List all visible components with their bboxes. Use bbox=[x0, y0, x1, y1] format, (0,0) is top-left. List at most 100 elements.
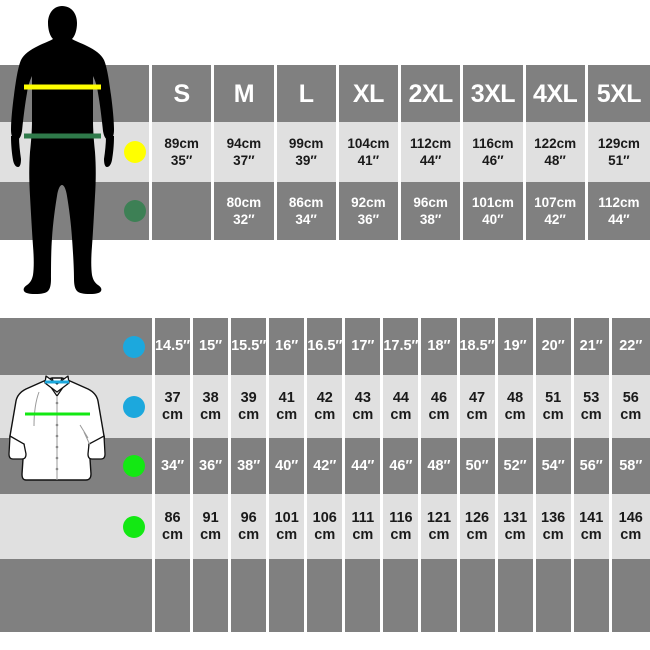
collar-cm-number: 43 bbox=[354, 390, 371, 407]
chest-cell-m: 94cm 37″ bbox=[214, 122, 277, 182]
collar-cm-unit: cm bbox=[200, 406, 222, 423]
chest-cm-cell-3: 101 cm bbox=[269, 494, 308, 559]
collar-inches-header-cell-11: 21″ bbox=[573, 318, 612, 375]
yellow-dot-icon bbox=[124, 141, 146, 163]
collar-inches-header-cell-5: 17″ bbox=[345, 318, 384, 375]
bottom-row-collar-inches: 14.5″ 15″ 15.5″ 16″ 16.5″ 17″ 17.5″ 18″ 18.5″ 19″… bbox=[115, 318, 650, 375]
collar-inches-header-cell-0: 14.5″ bbox=[155, 318, 194, 375]
chest-cm-number: 146 bbox=[618, 510, 643, 527]
footer-cell-7 bbox=[421, 559, 460, 632]
size-header-xl: XL bbox=[338, 65, 401, 122]
top-table-header-row: S M L XL 2XL 3XL 4XL 5XL bbox=[121, 65, 650, 122]
footer-cell-3 bbox=[269, 559, 308, 632]
collar-inches-header-cell-7: 18″ bbox=[421, 318, 460, 375]
chest-cell-2xl: 112cm 44″ bbox=[401, 122, 464, 182]
collar-cm-cell-8: 47 cm bbox=[459, 375, 498, 438]
size-header-5xl: 5XL bbox=[587, 65, 650, 122]
collar-inches-header-cell-6: 17.5″ bbox=[383, 318, 422, 375]
footer-cell-5 bbox=[345, 559, 384, 632]
chest-cell-xl: 104cm 41″ bbox=[338, 122, 401, 182]
waist-marker-cell bbox=[121, 182, 152, 240]
chest-cell-4xl: 122cm 48″ bbox=[525, 122, 588, 182]
chest-cm-unit: cm bbox=[466, 526, 488, 543]
waist-cell-5xl: 112cm 44″ bbox=[587, 182, 650, 240]
footer-cell-1 bbox=[193, 559, 232, 632]
size-header-s: S bbox=[152, 65, 215, 122]
collar-cm-unit: cm bbox=[352, 406, 374, 423]
chest-cm-cell-1: 91 cm bbox=[193, 494, 232, 559]
top-table-waist-row: 80cm 32″ 86cm 34″ 92cm 36″ 96cm 38″ 101cm 40″ 107c… bbox=[121, 182, 650, 240]
collar-cm-number: 37 bbox=[164, 390, 181, 407]
chest-inches-cell-12: 58″ bbox=[611, 438, 650, 494]
chest-cm-number: 111 bbox=[351, 510, 375, 527]
collar-cm-unit: cm bbox=[238, 406, 260, 423]
collar-marker-cell-1 bbox=[115, 318, 155, 375]
chest-cell-5xl: 129cm 51″ bbox=[587, 122, 650, 182]
chest-cm-cell-8: 126 cm bbox=[459, 494, 498, 559]
collar-inches-header-cell-3: 16″ bbox=[269, 318, 308, 375]
chest-inches-cell-4: 42″ bbox=[307, 438, 346, 494]
collar-cm-cell-6: 44 cm bbox=[383, 375, 422, 438]
footer-cell-12 bbox=[611, 559, 650, 632]
chest-cm-unit: cm bbox=[580, 526, 602, 543]
chest-cm-cell-6: 116 cm bbox=[383, 494, 422, 559]
chest-cm-cell-9: 131 cm bbox=[497, 494, 536, 559]
chest-cm-number: 141 bbox=[579, 510, 604, 527]
footer-cell-6 bbox=[383, 559, 422, 632]
chest-cm-number: 131 bbox=[502, 510, 528, 527]
chest-cm-cell-5: 111 cm bbox=[345, 494, 384, 559]
collar-cm-unit: cm bbox=[276, 406, 298, 423]
chest-in-value: 51″ bbox=[608, 152, 630, 168]
collar-cm-number: 46 bbox=[430, 390, 448, 407]
chest-cm-cell-10: 136 cm bbox=[535, 494, 574, 559]
bottom-row-chest-inches: 34″ 36″ 38″ 40″ 42″ 44″ 46″ 48″ 50″ 52″ 54″ 56″ 58″ bbox=[115, 438, 650, 494]
chest-marker-cell-2 bbox=[115, 494, 155, 559]
green-dot-icon bbox=[124, 200, 146, 222]
waist-cell-4xl: 107cm 42″ bbox=[525, 182, 588, 240]
top-table-chest-row: 89cm 35″ 94cm 37″ 99cm 39″ 104cm 41″ 112cm 44″ 116… bbox=[121, 122, 650, 182]
footer-cell-11 bbox=[573, 559, 612, 632]
chest-inches-cell-9: 52″ bbox=[497, 438, 536, 494]
chest-cm-unit: cm bbox=[504, 526, 526, 543]
waist-in-value: 40″ bbox=[482, 211, 504, 227]
chest-cm-value: 104cm bbox=[347, 136, 390, 152]
size-header-4xl: 4XL bbox=[525, 65, 588, 122]
chest-inches-cell-0: 34″ bbox=[155, 438, 194, 494]
blue-dot-icon bbox=[122, 335, 145, 358]
chest-cm-unit: cm bbox=[314, 526, 336, 543]
chest-cm-value: 129cm bbox=[597, 136, 640, 152]
collar-cm-number: 44 bbox=[392, 390, 409, 407]
collar-marker-cell-2 bbox=[115, 375, 155, 438]
collar-inches-header-cell-8: 18.5″ bbox=[459, 318, 498, 375]
collar-cm-cell-10: 51 cm bbox=[535, 375, 574, 438]
chest-marker-cell-1 bbox=[115, 438, 155, 494]
chest-cm-unit: cm bbox=[428, 526, 450, 543]
waist-in-value: 34″ bbox=[295, 211, 317, 227]
chest-cm-number: 96 bbox=[240, 510, 257, 527]
chest-cm-cell-2: 96 cm bbox=[231, 494, 270, 559]
collar-inches-header-cell-12: 22″ bbox=[611, 318, 650, 375]
chest-cm-number: 91 bbox=[202, 510, 219, 527]
chest-cm-number: 86 bbox=[164, 510, 181, 527]
footer-cell-4 bbox=[307, 559, 346, 632]
collar-cm-number: 38 bbox=[202, 390, 219, 407]
chest-cm-value: 112cm bbox=[409, 136, 452, 152]
bright-green-dot-icon bbox=[122, 455, 145, 477]
collar-cm-cell-7: 46 cm bbox=[421, 375, 460, 438]
waist-cm-value: 112cm bbox=[598, 195, 640, 211]
footer-cell-9 bbox=[497, 559, 536, 632]
waist-cm-value: 80cm bbox=[226, 195, 262, 211]
footer-cell-8 bbox=[459, 559, 498, 632]
waist-in-value: 44″ bbox=[608, 211, 630, 227]
chest-cm-value: 94cm bbox=[226, 136, 262, 152]
collar-cm-cell-5: 43 cm bbox=[345, 375, 384, 438]
waist-cm-value: 92cm bbox=[351, 195, 386, 211]
footer-cell-0 bbox=[155, 559, 194, 632]
collar-cm-unit: cm bbox=[504, 406, 526, 423]
collar-cm-unit: cm bbox=[620, 406, 642, 423]
waist-cell-xl: 92cm 36″ bbox=[338, 182, 401, 240]
collar-cm-number: 56 bbox=[622, 390, 639, 407]
collar-cm-number: 51 bbox=[545, 390, 562, 407]
chest-inches-cell-2: 38″ bbox=[231, 438, 270, 494]
